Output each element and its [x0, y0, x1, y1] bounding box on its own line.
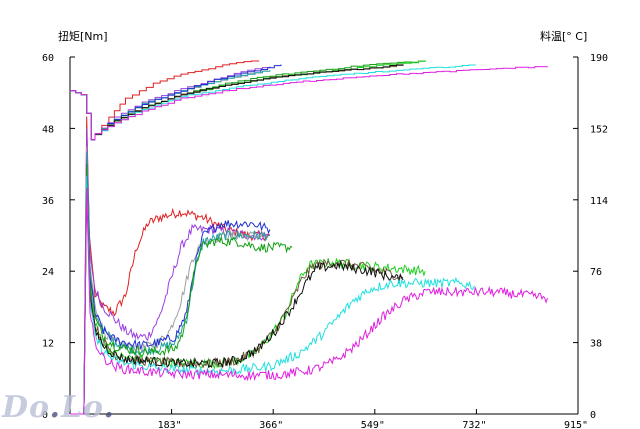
watermark-logo: Do.Lo. — [2, 390, 115, 425]
torque-line-4 — [70, 152, 270, 415]
right-tick-label: 38 — [590, 339, 602, 350]
x-tick-label: 732" — [462, 420, 486, 429]
torque-line-1 — [70, 116, 271, 415]
x-axis-ticks: 183" 366" 549" 732" 915" — [158, 409, 588, 429]
right-tick-label: 114 — [590, 196, 608, 207]
left-tick-label: 24 — [42, 267, 54, 278]
x-tick-label: 915" — [564, 420, 588, 429]
temperature-line-11 — [70, 66, 548, 141]
right-tick-label: 76 — [590, 267, 602, 278]
left-tick-label: 0 — [42, 410, 48, 421]
right-tick-label: 190 — [590, 53, 608, 64]
torque-line-2 — [70, 128, 271, 415]
right-tick-label: 0 — [590, 410, 596, 421]
left-axis-ticks: 0 12 24 36 48 60 — [42, 53, 75, 421]
right-axis-ticks: 0 38 76 114 152 190 — [573, 53, 608, 421]
right-axis-title: 料温[° C] — [540, 29, 587, 43]
temperature-line-9 — [70, 64, 404, 141]
x-tick-label: 183" — [158, 420, 182, 429]
right-tick-label: 152 — [590, 124, 608, 135]
left-tick-label: 48 — [42, 124, 54, 135]
torque-line-9 — [70, 175, 404, 415]
torque-line-11 — [70, 187, 548, 415]
plot-frame — [69, 57, 579, 415]
series-group — [70, 60, 548, 415]
x-tick-label: 549" — [361, 420, 385, 429]
torque-line-10 — [70, 175, 476, 415]
left-tick-label: 60 — [42, 53, 54, 64]
left-axis-title: 扭矩[Nm] — [58, 29, 108, 43]
x-tick-label: 366" — [259, 420, 283, 429]
torque-line-5 — [70, 164, 271, 415]
left-tick-label: 12 — [42, 339, 54, 350]
left-tick-label: 36 — [42, 196, 54, 207]
